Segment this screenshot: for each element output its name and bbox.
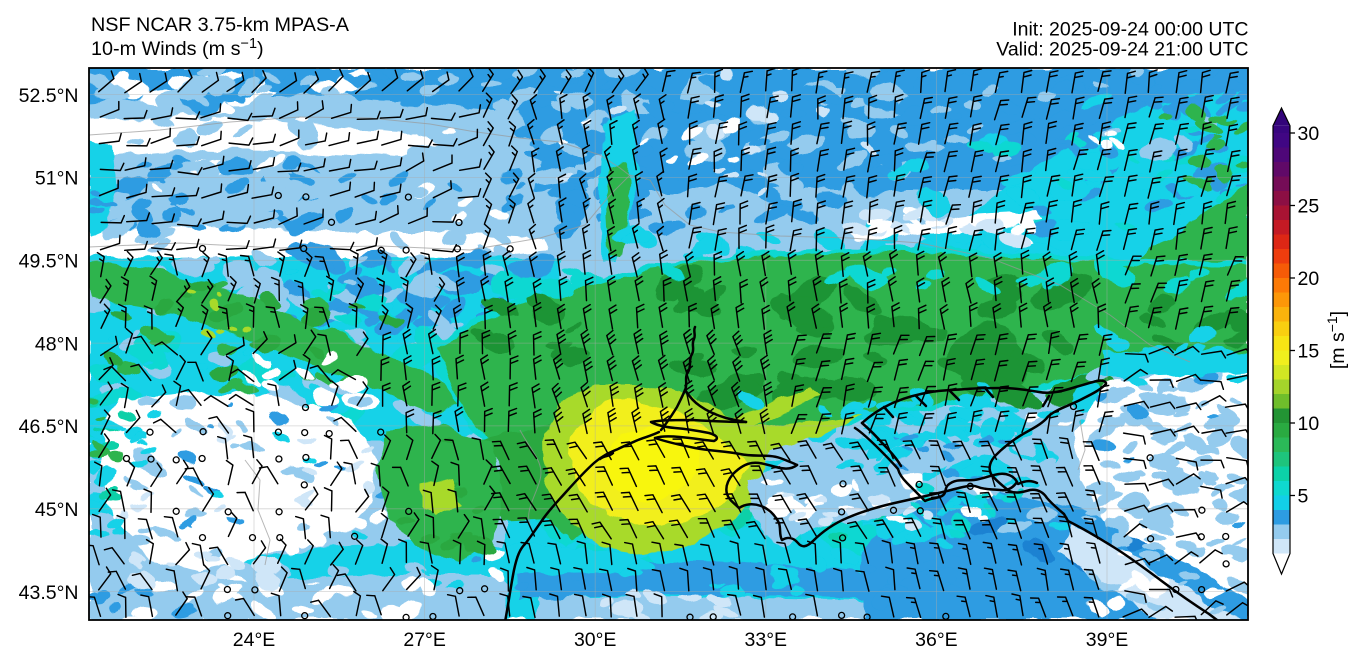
svg-text:24°E: 24°E: [233, 629, 276, 651]
svg-text:51°N: 51°N: [35, 168, 79, 190]
svg-text:33°E: 33°E: [745, 629, 788, 651]
svg-text:5: 5: [1298, 486, 1309, 508]
svg-text:30: 30: [1298, 123, 1320, 145]
svg-text:46.5°N: 46.5°N: [19, 416, 79, 438]
svg-text:36°E: 36°E: [915, 629, 958, 651]
svg-text:48°N: 48°N: [35, 333, 79, 355]
svg-text:Valid: 2025-09-24 21:00 UTC: Valid: 2025-09-24 21:00 UTC: [996, 38, 1248, 60]
svg-text:27°E: 27°E: [403, 629, 446, 651]
svg-text:15: 15: [1298, 341, 1320, 363]
svg-text:49.5°N: 49.5°N: [19, 251, 79, 273]
svg-text:20: 20: [1298, 268, 1320, 290]
svg-text:Init: 2025-09-24 00:00 UTC: Init: 2025-09-24 00:00 UTC: [1012, 18, 1248, 40]
svg-text:45°N: 45°N: [35, 499, 79, 521]
svg-text:43.5°N: 43.5°N: [19, 582, 79, 604]
svg-text:25: 25: [1298, 196, 1320, 218]
svg-text:39°E: 39°E: [1086, 629, 1129, 651]
svg-text:NSF NCAR 3.75-km MPAS-A: NSF NCAR 3.75-km MPAS-A: [91, 14, 350, 36]
svg-text:10: 10: [1298, 413, 1320, 435]
svg-text:52.5°N: 52.5°N: [19, 85, 79, 107]
svg-text:10-m Winds (m s−1): 10-m Winds (m s−1): [91, 36, 264, 60]
svg-text:30°E: 30°E: [574, 629, 617, 651]
